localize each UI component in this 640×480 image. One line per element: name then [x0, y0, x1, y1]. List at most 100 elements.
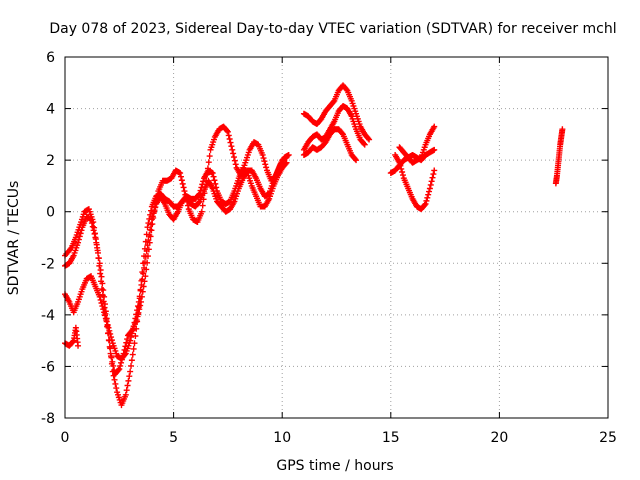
data-point — [396, 159, 403, 166]
data-point — [101, 312, 108, 319]
data-point — [151, 207, 158, 214]
data-point — [177, 173, 184, 180]
data-point — [353, 157, 360, 164]
series-5 — [300, 82, 373, 143]
data-point — [229, 146, 236, 153]
x-tick-label: 0 — [61, 430, 70, 446]
y-tick-label: 0 — [46, 205, 55, 221]
data-point — [105, 324, 112, 331]
data-point — [431, 123, 438, 130]
data-point — [77, 230, 84, 237]
plot-frame — [64, 56, 609, 419]
data-point — [224, 128, 231, 135]
data-point — [210, 173, 217, 180]
y-tick-label: -2 — [41, 256, 55, 272]
y-tick-label: -6 — [41, 359, 55, 375]
data-point — [431, 167, 438, 174]
data-point — [211, 177, 218, 184]
data-point — [231, 157, 238, 164]
data-point — [108, 334, 115, 341]
data-point — [199, 202, 206, 209]
data-point — [141, 264, 148, 271]
data-point — [146, 231, 153, 238]
data-point — [121, 351, 128, 358]
data-point — [209, 170, 216, 177]
data-point — [130, 345, 137, 352]
data-point — [181, 188, 188, 195]
data-point — [212, 180, 219, 187]
data-point — [131, 319, 138, 326]
data-point — [128, 334, 135, 341]
data-point — [88, 220, 95, 227]
data-point — [426, 188, 433, 195]
x-tick-label: 5 — [169, 430, 178, 446]
data-point — [130, 323, 137, 330]
data-point — [125, 377, 132, 384]
data-point — [136, 293, 143, 300]
y-tick-label: -4 — [41, 308, 55, 324]
data-point — [144, 242, 151, 249]
data-point — [431, 146, 438, 153]
data-point — [143, 247, 150, 254]
data-point — [261, 158, 268, 165]
data-point — [95, 249, 102, 256]
data-point — [135, 304, 142, 311]
data-point — [139, 276, 146, 283]
data-point — [99, 280, 106, 287]
data-point — [198, 208, 205, 215]
data-point — [366, 136, 373, 143]
data-point — [75, 236, 82, 243]
data-point — [78, 227, 85, 234]
data-point — [399, 172, 406, 179]
data-point — [98, 299, 105, 306]
data-point — [427, 181, 434, 188]
data-point — [75, 239, 82, 246]
data-point — [398, 165, 405, 172]
data-point — [117, 362, 124, 369]
data-point — [228, 143, 235, 150]
data-point — [109, 368, 116, 375]
data-point — [128, 330, 135, 337]
data-point — [426, 185, 433, 192]
data-point — [339, 130, 346, 137]
data-point — [365, 135, 372, 142]
data-point — [195, 199, 202, 206]
data-point — [148, 216, 155, 223]
data-point — [100, 287, 107, 294]
y-axis-label: SDTVAR / TECUs — [6, 181, 22, 296]
data-point — [103, 318, 110, 325]
data-point — [76, 233, 83, 240]
data-point — [559, 126, 566, 133]
data-point — [96, 293, 103, 300]
data-point — [230, 154, 237, 161]
data-point — [134, 307, 141, 314]
data-point — [122, 391, 129, 398]
data-point — [205, 159, 212, 166]
data-point — [360, 140, 367, 147]
data-point — [180, 184, 187, 191]
data-point — [126, 373, 133, 380]
data-point — [132, 333, 139, 340]
data-point — [124, 336, 131, 343]
data-point — [430, 171, 437, 178]
data-point — [97, 266, 104, 273]
data-point — [75, 342, 82, 349]
data-point — [152, 204, 159, 211]
series-11 — [552, 126, 566, 187]
data-point — [134, 303, 141, 310]
data-point — [107, 330, 114, 337]
data-point — [110, 372, 117, 379]
data-point — [93, 239, 100, 246]
data-point — [96, 260, 103, 267]
data-point — [200, 178, 207, 185]
data-point — [89, 223, 96, 230]
data-point — [129, 351, 136, 358]
data-point — [113, 385, 120, 392]
series-7 — [300, 126, 360, 164]
x-tick-label: 25 — [599, 430, 617, 446]
data-point — [99, 303, 106, 310]
data-point — [88, 216, 95, 223]
data-point — [230, 150, 237, 157]
series-10 — [396, 123, 438, 166]
